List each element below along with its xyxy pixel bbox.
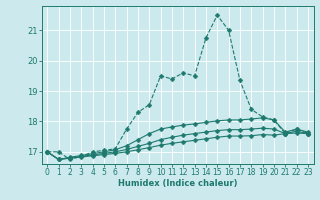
- X-axis label: Humidex (Indice chaleur): Humidex (Indice chaleur): [118, 179, 237, 188]
